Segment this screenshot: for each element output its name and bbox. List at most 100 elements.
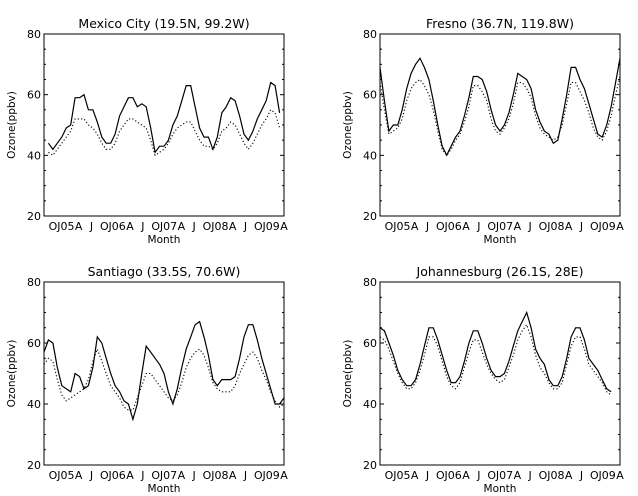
- y-tick-label: 60: [363, 337, 377, 350]
- x-tick-label: A: [229, 220, 237, 233]
- x-tick-label: O: [203, 220, 212, 233]
- x-tick-label: A: [280, 469, 288, 482]
- x-tick-label: J06: [444, 220, 462, 233]
- x-tick-label: O: [151, 469, 160, 482]
- y-axis-label: Ozone(ppbv): [342, 91, 354, 159]
- y-tick-label: 80: [363, 276, 377, 289]
- x-tick-label: J05: [392, 220, 410, 233]
- x-tick-label: O: [203, 469, 212, 482]
- x-tick-label: J09: [598, 220, 616, 233]
- x-tick-label: J: [476, 469, 480, 482]
- x-tick-label: J: [140, 469, 144, 482]
- y-tick-label: 20: [27, 210, 41, 223]
- x-tick-label: J05: [392, 469, 410, 482]
- x-tick-label: J: [528, 220, 532, 233]
- x-tick-label: O: [100, 220, 109, 233]
- series-line-solid: [380, 310, 612, 393]
- x-tick-label: O: [151, 220, 160, 233]
- x-tick-label: J: [528, 469, 532, 482]
- x-tick-label: A: [514, 220, 522, 233]
- plot-frame: [379, 33, 621, 217]
- x-tick-label: J: [579, 469, 583, 482]
- x-tick-label: J: [140, 220, 144, 233]
- x-axis-label: Month: [148, 234, 181, 246]
- x-tick-label: J: [192, 469, 196, 482]
- y-tick-label: 20: [363, 210, 377, 223]
- x-tick-label: J07: [495, 220, 513, 233]
- x-tick-label: J: [425, 469, 429, 482]
- x-tick-label: A: [616, 220, 624, 233]
- x-tick-label: O: [436, 220, 445, 233]
- x-tick-label: J: [89, 469, 93, 482]
- series-line-solid: [380, 54, 620, 157]
- y-tick-label: 60: [27, 337, 41, 350]
- x-tick-label: J08: [210, 220, 228, 233]
- x-tick-label: A: [514, 469, 522, 482]
- x-tick-label: J08: [210, 469, 228, 482]
- y-tick-label: 40: [27, 149, 41, 162]
- x-tick-label: A: [462, 220, 470, 233]
- x-tick-label: A: [462, 469, 470, 482]
- series-line-dotted: [380, 75, 620, 157]
- x-tick-label: J09: [262, 220, 280, 233]
- x-tick-label: J09: [598, 469, 616, 482]
- x-tick-label: O: [590, 469, 599, 482]
- y-tick-label: 20: [363, 459, 377, 472]
- y-tick-label: 40: [27, 398, 41, 411]
- x-tick-label: J: [89, 220, 93, 233]
- plot-frame: [379, 281, 621, 466]
- panel-fresno: Fresno (36.7N, 119.8W) 20 40 60 80 Ozone(ppbv…: [342, 16, 624, 246]
- y-tick-label: 20: [27, 459, 41, 472]
- y-axis-label: Ozone(ppbv): [6, 340, 18, 408]
- x-tick-label: J: [579, 220, 583, 233]
- x-tick-label: O: [436, 469, 445, 482]
- x-tick-label: A: [280, 220, 288, 233]
- y-tick-label: 80: [363, 28, 377, 41]
- x-tick-label: O: [49, 220, 58, 233]
- x-tick-label: A: [616, 469, 624, 482]
- series-line-dotted: [44, 347, 284, 411]
- x-tick-label: J: [425, 220, 429, 233]
- panel-title: Mexico City (19.5N, 99.2W): [78, 16, 249, 31]
- y-tick-label: 40: [363, 398, 377, 411]
- x-axis-label: Month: [484, 483, 517, 495]
- x-axis-label: Month: [148, 483, 181, 495]
- x-tick-label: J07: [159, 220, 177, 233]
- x-tick-label: J08: [546, 220, 564, 233]
- series-line-solid: [47, 81, 281, 154]
- y-axis-label: Ozone(ppbv): [342, 340, 354, 408]
- panel-santiago: Santiago (33.5S, 70.6W) 20 40 60 80 Ozone(ppb…: [6, 264, 288, 495]
- x-tick-label: O: [487, 220, 496, 233]
- y-tick-label: 40: [363, 149, 377, 162]
- x-tick-label: J06: [108, 220, 126, 233]
- x-tick-label: J09: [262, 469, 280, 482]
- x-tick-label: A: [178, 220, 186, 233]
- y-tick-label: 80: [27, 28, 41, 41]
- panel-title: Johannesburg (26.1S, 28E): [416, 264, 584, 279]
- x-tick-label: J08: [546, 469, 564, 482]
- x-tick-label: O: [385, 220, 394, 233]
- x-tick-label: J05: [56, 469, 74, 482]
- x-tick-label: A: [411, 469, 419, 482]
- plot-frame: [43, 33, 285, 217]
- x-tick-label: A: [126, 220, 134, 233]
- x-tick-label: O: [487, 469, 496, 482]
- panel-title: Santiago (33.5S, 70.6W): [88, 264, 241, 279]
- x-tick-label: A: [126, 469, 134, 482]
- series-line-dotted: [48, 108, 281, 157]
- x-tick-label: O: [49, 469, 58, 482]
- y-axis-label: Ozone(ppbv): [6, 91, 18, 159]
- x-tick-label: A: [565, 220, 573, 233]
- x-tick-label: O: [254, 220, 263, 233]
- x-tick-label: A: [565, 469, 573, 482]
- y-tick-label: 60: [363, 89, 377, 102]
- x-axis-label: Month: [484, 234, 517, 246]
- y-tick-label: 60: [27, 89, 41, 102]
- x-tick-label: J07: [495, 469, 513, 482]
- x-tick-label: J: [243, 220, 247, 233]
- y-tick-label: 80: [27, 276, 41, 289]
- x-tick-label: J06: [108, 469, 126, 482]
- x-tick-label: O: [539, 220, 548, 233]
- x-tick-label: A: [411, 220, 419, 233]
